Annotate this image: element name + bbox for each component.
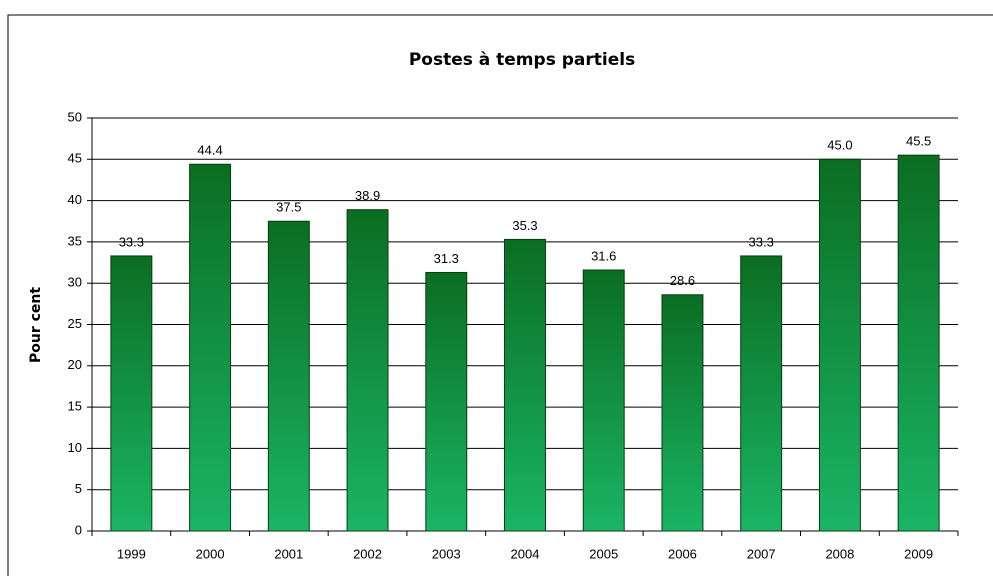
x-tick-label: 2009 [904,546,933,561]
bar [818,158,861,532]
bar [110,255,153,532]
y-tick-label: 30 [68,275,82,290]
x-tick-label: 2003 [432,546,461,561]
value-label: 35.3 [512,218,537,233]
x-tick-label: 1999 [117,546,146,561]
value-label: 31.6 [591,248,616,263]
bar [267,220,310,532]
y-tick-label: 45 [68,151,82,166]
value-label: 38.9 [355,188,380,203]
x-tick-label: 2006 [668,546,697,561]
x-tick-label: 2001 [274,546,303,561]
bar [504,238,546,532]
y-tick-label: 5 [75,481,82,496]
value-label: 28.6 [670,273,695,288]
y-tick-label: 40 [68,192,82,207]
value-label: 31.3 [434,251,459,266]
y-tick-label: 10 [68,440,82,455]
value-label: 33.3 [119,234,144,249]
bar [661,294,704,532]
bar [425,271,468,532]
bar [897,154,940,532]
y-tick-label: 50 [68,109,82,124]
y-tick-label: 35 [68,233,82,248]
y-axis-title: Pour cent [28,287,44,363]
x-tick-label: 2008 [825,546,854,561]
value-label: 37.5 [276,200,301,215]
value-label: 44.4 [197,143,222,158]
value-label: 45.0 [827,138,852,153]
bar [582,269,625,532]
bar [346,209,389,532]
y-tick-label: 0 [75,522,82,537]
y-tick-label: 20 [68,357,82,372]
x-tick-label: 2007 [747,546,776,561]
x-tick-label: 2002 [353,546,382,561]
value-label: 33.3 [749,234,774,249]
chart-border [7,14,993,576]
chart-title: Postes à temps partiels [409,50,635,70]
y-tick-label: 25 [68,316,82,331]
y-tick-label: 15 [68,399,82,414]
bar [189,163,232,532]
x-tick-label: 2004 [511,546,540,561]
x-tick-label: 2000 [196,546,225,561]
x-tick-label: 2005 [589,546,618,561]
bar [740,255,783,532]
value-label: 45.5 [906,134,931,149]
